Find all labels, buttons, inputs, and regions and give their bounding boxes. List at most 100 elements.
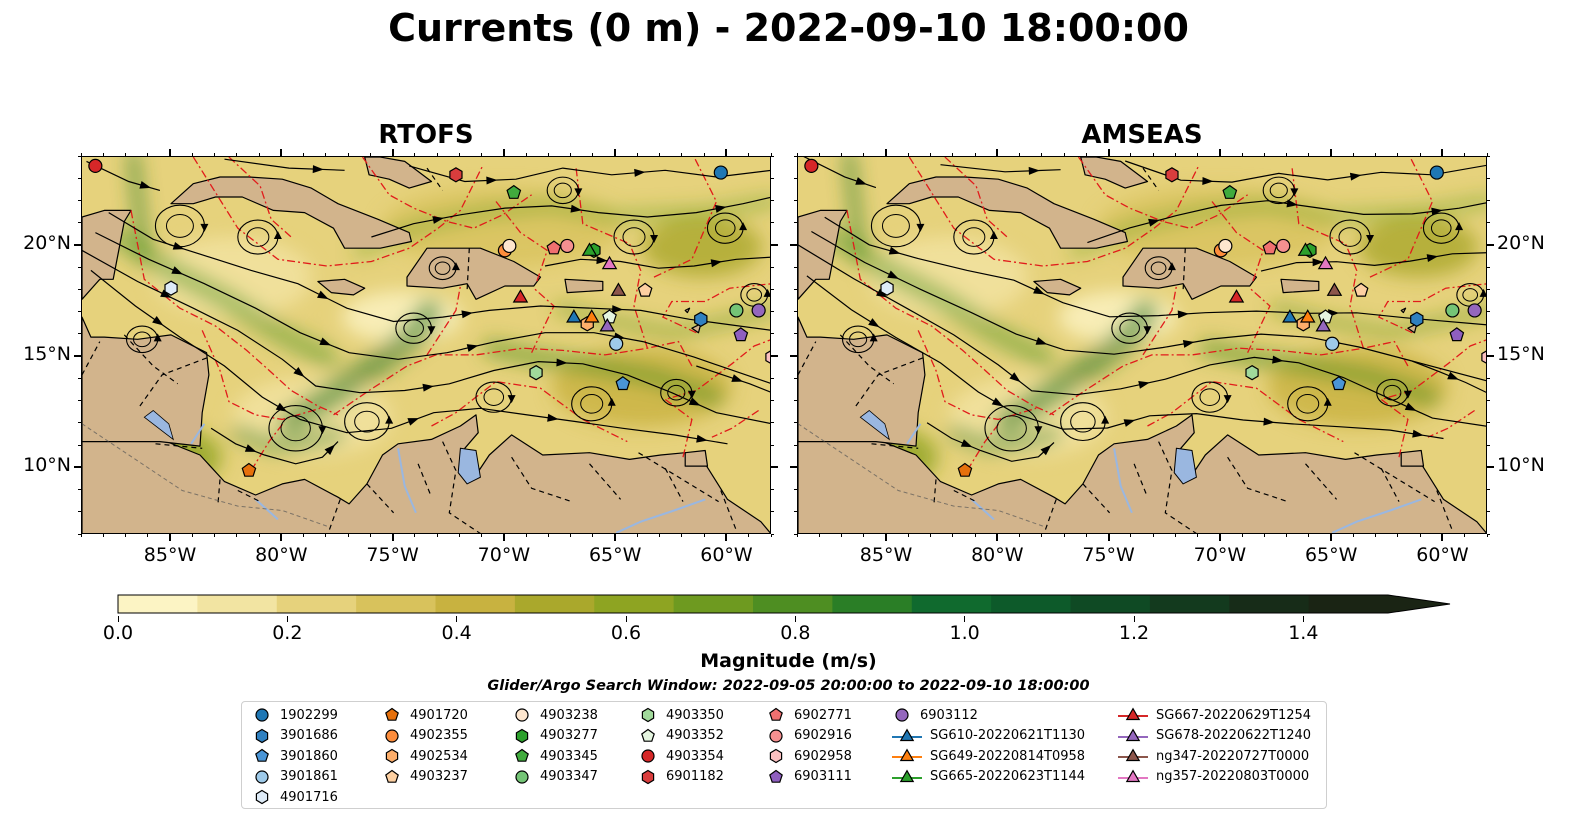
country-border <box>1044 499 1057 531</box>
streamline <box>95 232 770 384</box>
lon-tick <box>659 534 661 537</box>
lon-tick <box>169 149 172 156</box>
lat-tick <box>1487 466 1494 469</box>
lon-tick <box>436 534 438 537</box>
legend-entry-6902771: 6902771 <box>766 705 852 725</box>
station-marker-SG667-20220629T1254 <box>1228 289 1245 303</box>
eddy-streamline <box>996 415 1027 442</box>
lon-tick <box>636 534 638 537</box>
colorbar-tick-label: 0.0 <box>102 622 134 644</box>
eez-boundary <box>944 157 1008 238</box>
legend-marker-icon <box>641 707 655 723</box>
lat-tick <box>794 333 797 335</box>
lon-tick <box>725 534 728 541</box>
legend-label: 4901720 <box>410 707 468 723</box>
colorbar-segment <box>118 595 198 613</box>
lon-tick <box>147 153 149 156</box>
lon-tick-label: 85°W <box>859 544 913 566</box>
colorbar-segment <box>1229 595 1310 613</box>
eddy-streamline <box>553 182 572 199</box>
legend-marker-icon <box>769 707 783 721</box>
lon-tick <box>1486 534 1488 537</box>
eddy-streamline <box>622 227 646 247</box>
eez-boundary <box>426 285 462 356</box>
streamline-arrow <box>868 318 880 328</box>
streamline <box>824 216 1486 326</box>
eez-boundary <box>661 283 770 334</box>
river <box>190 423 206 445</box>
lat-tick <box>1487 511 1490 513</box>
lon-tick <box>525 534 527 537</box>
streamline-arrow <box>273 231 282 240</box>
streamline-arrow <box>1202 177 1214 186</box>
river <box>254 498 279 521</box>
lon-tick <box>907 153 909 156</box>
lat-tick <box>794 199 797 201</box>
streamline <box>210 427 339 465</box>
station-marker-SG678-20220622T1240 <box>1315 317 1332 332</box>
streamline <box>811 230 1486 382</box>
lon-tick <box>570 153 572 156</box>
legend-marker <box>385 728 399 743</box>
lat-tick <box>78 400 81 402</box>
legend-label: 4901716 <box>280 789 338 805</box>
lon-tick-label: 70°W <box>1193 544 1247 566</box>
streamline-arrow <box>1223 395 1232 404</box>
legend-entry-ng357-20220803T0000: ng357-20220803T0000 <box>1118 767 1309 787</box>
legend-marker <box>899 768 915 782</box>
lon-tick <box>481 534 483 537</box>
lon-tick <box>1441 534 1444 541</box>
legend-label: 4903277 <box>540 728 598 743</box>
lon-tick <box>681 153 683 156</box>
legend-entry-4903352: 4903352 <box>638 726 724 746</box>
lat-tick <box>1487 422 1490 424</box>
lat-tick <box>78 533 81 535</box>
streamline-arrow <box>318 426 327 435</box>
colorbar-tick-label: 0.4 <box>441 622 472 644</box>
lon-tick <box>125 534 127 537</box>
legend-marker <box>1125 748 1141 762</box>
eddy-streamline <box>1199 388 1221 406</box>
legend-entry-1902299: 1902299 <box>252 705 338 725</box>
station-marker-SG678-20220622T1240 <box>599 317 616 332</box>
eddy-streamline <box>580 393 604 414</box>
lon-tick <box>725 149 728 156</box>
legend-entry-3901861: 3901861 <box>252 767 338 787</box>
country-border <box>1436 490 1453 531</box>
lon-tick-label: 65°W <box>1304 544 1358 566</box>
lat-tick <box>771 422 774 424</box>
station-marker-3901861 <box>1325 336 1340 351</box>
legend-marker <box>899 727 915 741</box>
river <box>1331 498 1422 533</box>
lat-tick <box>794 288 797 290</box>
lat-tick <box>771 155 774 157</box>
streamline-arrow <box>1123 419 1136 427</box>
lon-tick <box>547 153 549 156</box>
eddy-streamline <box>280 415 311 442</box>
colorbar-outline <box>117 594 1451 614</box>
country-border <box>871 443 919 449</box>
colorbar-segment <box>594 595 675 613</box>
lat-tick <box>771 199 774 201</box>
lat-tick <box>790 466 797 469</box>
lon-tick <box>1441 149 1444 156</box>
lon-tick <box>102 153 104 156</box>
streamline-arrow <box>1286 199 1298 208</box>
streamline-arrow <box>466 344 479 352</box>
legend-label: 4903352 <box>666 728 724 743</box>
land-mass <box>691 323 702 334</box>
lon-tick <box>1085 534 1087 537</box>
lat-tick <box>74 243 81 246</box>
streamline-arrow <box>139 180 152 189</box>
lon-tick <box>258 534 260 537</box>
streamline-arrow <box>1272 355 1284 364</box>
lat-tick <box>1487 533 1490 535</box>
lon-tick <box>547 534 549 537</box>
colorbar-tick-label: 0.2 <box>272 622 303 644</box>
streamline-arrow <box>989 231 998 240</box>
legend-marker-icon <box>641 728 655 742</box>
station-marker-6903111 <box>1449 327 1465 342</box>
eddy-streamline <box>746 288 763 302</box>
streamline-arrow <box>385 415 394 424</box>
lat-tick <box>1487 377 1490 379</box>
